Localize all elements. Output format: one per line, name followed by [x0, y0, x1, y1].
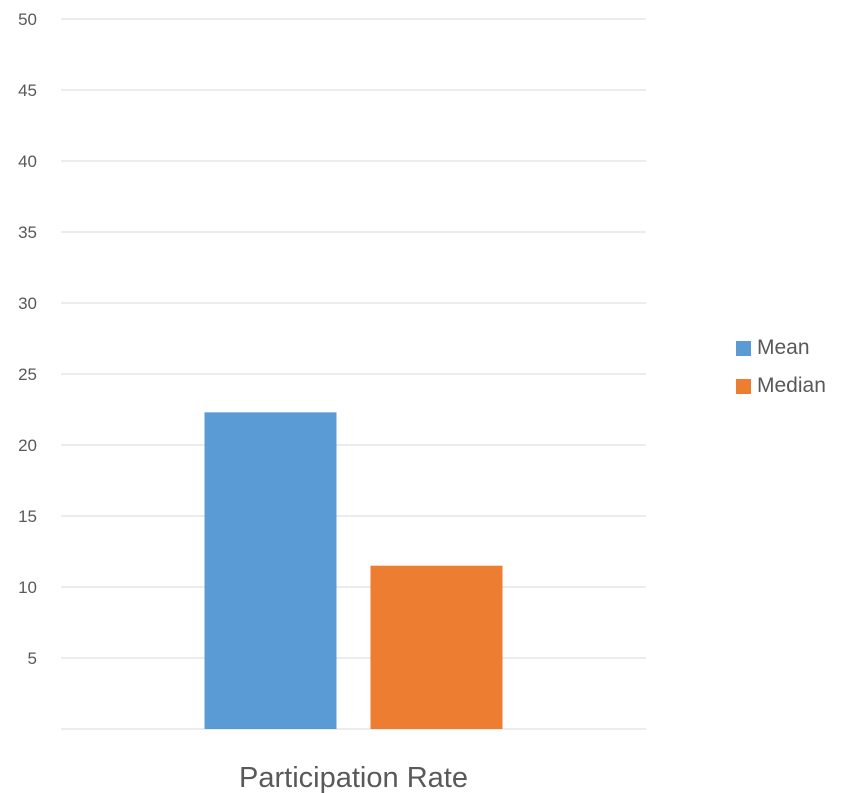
y-tick-label: 5	[28, 649, 37, 668]
x-category-label: Participation Rate	[239, 762, 468, 793]
bar-mean	[204, 412, 337, 729]
y-tick-label: 35	[18, 223, 37, 242]
legend: Mean Median	[736, 333, 826, 409]
y-tick-label: 25	[18, 365, 37, 384]
legend-item-median: Median	[736, 371, 826, 401]
y-tick-label: 45	[18, 81, 37, 100]
legend-swatch-median	[736, 378, 751, 394]
y-axis-ticks: 5 10 15 20 25 30 35 40 45 50	[18, 10, 37, 668]
bars	[204, 412, 503, 729]
x-axis-categories: Participation Rate	[239, 762, 468, 793]
y-tick-label: 30	[18, 294, 37, 313]
y-tick-label: 50	[18, 10, 37, 29]
bar-median	[370, 565, 503, 729]
y-tick-label: 20	[18, 436, 37, 455]
y-tick-label: 40	[18, 152, 37, 171]
legend-label-median: Median	[757, 374, 826, 397]
legend-label-mean: Mean	[757, 336, 810, 359]
gridlines	[61, 18, 646, 730]
legend-swatch-mean	[736, 340, 751, 356]
y-tick-label: 10	[18, 578, 37, 597]
y-tick-label: 15	[18, 507, 37, 526]
legend-item-mean: Mean	[736, 333, 826, 363]
